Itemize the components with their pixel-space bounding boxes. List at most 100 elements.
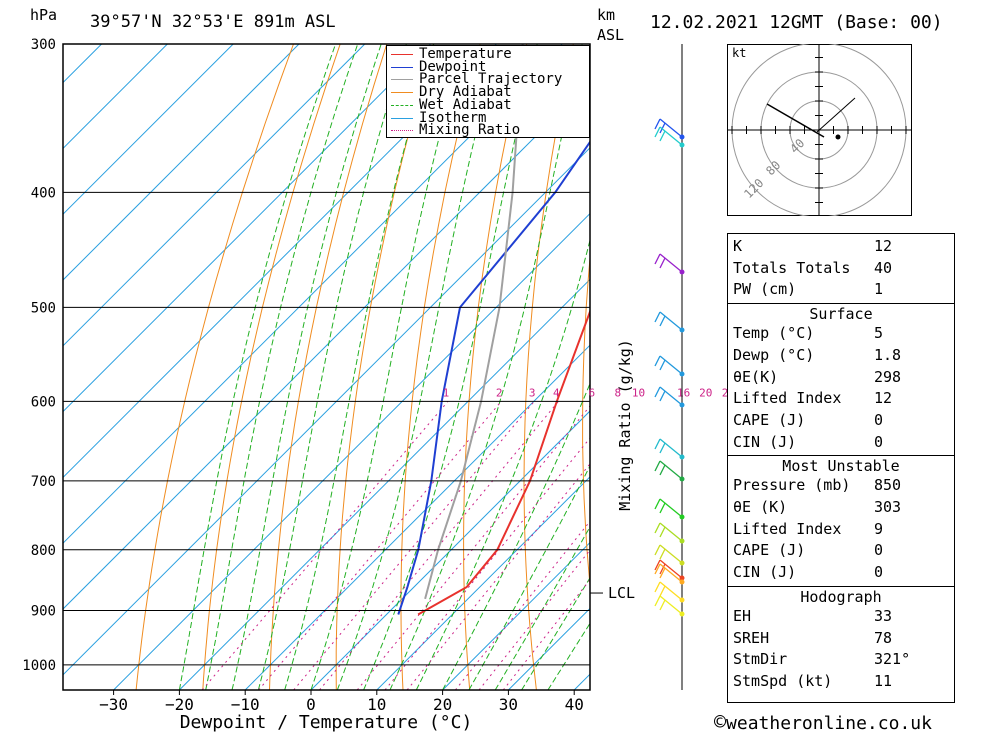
copyright-symbol: © xyxy=(714,710,727,734)
wind-barb xyxy=(654,311,685,333)
wind-barb-feather xyxy=(654,253,661,265)
table-row: CAPE (J) 0 xyxy=(728,410,954,431)
dry-adiabat xyxy=(202,44,341,690)
wind-barb-feather xyxy=(654,544,661,556)
table-row-label: Lifted Index xyxy=(733,389,842,408)
wind-level-dot xyxy=(679,575,685,581)
table-row: Lifted Index 9 xyxy=(728,519,954,540)
dewpoint-line xyxy=(397,140,590,615)
wind-barb xyxy=(654,355,685,377)
table-row-label: EH xyxy=(733,606,752,625)
wind-barb-feather xyxy=(659,563,666,575)
table-row-value: 1.8 xyxy=(874,345,902,364)
table-row-value: 0 xyxy=(874,541,884,560)
table-row-label: θE(K) xyxy=(733,367,779,386)
wind-barb-staff xyxy=(659,544,683,564)
wind-level-dot xyxy=(679,402,685,408)
table-row-label: Temp (°C) xyxy=(733,324,815,343)
legend-swatch xyxy=(391,54,413,55)
wind-barb-staff xyxy=(659,311,683,331)
table-row-value: 0 xyxy=(874,432,884,451)
x-tick-label: 40 xyxy=(565,695,584,714)
table-row: Temp (°C) 5 xyxy=(728,323,954,344)
table-row-value: 298 xyxy=(874,367,902,386)
table-row-value: 40 xyxy=(874,258,893,277)
legend-label: Dry Adiabat xyxy=(419,84,512,101)
wind-barb-staff xyxy=(659,460,683,480)
table-section-title: Hodograph xyxy=(800,587,882,606)
wind-barb xyxy=(654,253,685,275)
wet-adiabat xyxy=(231,44,382,690)
table-row: Totals Totals 40 xyxy=(728,258,954,279)
mixing-ratio-line xyxy=(384,437,590,690)
wind-barb-feather xyxy=(654,386,661,398)
wind-level-dot xyxy=(679,454,685,460)
mixing-ratio-line xyxy=(478,549,590,690)
table-row-label: Pressure (mb) xyxy=(733,476,851,495)
mixing-ratio-line xyxy=(293,401,535,690)
legend-label: Dewpoint xyxy=(419,58,487,75)
wind-barb-feather xyxy=(659,526,666,538)
x-tick-label: 0 xyxy=(306,695,316,714)
mixing-ratio-line xyxy=(258,401,502,690)
wind-barb xyxy=(654,460,685,482)
wind-barb xyxy=(654,559,685,581)
pressure-tick-label: 1000 xyxy=(22,658,56,674)
table-section-title: Most Unstable xyxy=(782,457,900,476)
table-row-value: 5 xyxy=(874,324,884,343)
table-row-label: θE (K) xyxy=(733,498,788,516)
mixing-ratio-line xyxy=(502,578,590,690)
mixing-ratio-label: 1 xyxy=(443,386,450,399)
wind-level-dot xyxy=(679,476,685,482)
table-row-label: K xyxy=(733,237,743,255)
wind-level-dot xyxy=(679,327,685,333)
mixing-ratio-label: 20 xyxy=(699,386,712,399)
wind-barb xyxy=(654,498,685,520)
wind-barb-feather xyxy=(654,595,661,607)
wind-barb-feather xyxy=(654,460,661,472)
wind-barb xyxy=(654,544,685,566)
table-row-label: CIN (J) xyxy=(733,432,797,451)
wind-level-dot xyxy=(679,514,685,520)
legend-label: Parcel Trajectory xyxy=(419,71,563,88)
wind-level-dot xyxy=(679,269,685,275)
isotherm-line xyxy=(442,541,590,690)
table-row: CIN (J) 0 xyxy=(728,432,954,453)
legend-label: Mixing Ratio xyxy=(419,122,521,139)
wind-barb-feather xyxy=(659,359,666,371)
wind-barb-feather xyxy=(659,442,666,454)
table-row: K 12 xyxy=(728,236,954,257)
wet-adiabat xyxy=(389,44,583,690)
isotherm-line xyxy=(63,81,590,610)
copyright-text: weatheronline.co.uk xyxy=(726,713,932,734)
legend-label: Wet Adiabat xyxy=(419,96,512,113)
wind-barb-feather xyxy=(654,355,661,367)
dry-adiabat xyxy=(335,44,434,690)
isotherm-line xyxy=(63,44,300,281)
wind-barb-feather xyxy=(654,522,661,534)
legend-label: Isotherm xyxy=(419,109,487,126)
isotherm-line xyxy=(63,44,234,215)
x-tick-label: 30 xyxy=(499,695,518,714)
isotherm-line xyxy=(63,44,431,413)
wind-barb-staff xyxy=(659,522,683,542)
wind-barb xyxy=(654,595,685,617)
table-row: Dewp (°C) 1.8 xyxy=(728,345,954,366)
x-tick-label: 20 xyxy=(433,695,452,714)
table-row-value: 850 xyxy=(874,476,902,495)
mixing-ratio-label: 2 xyxy=(496,386,503,399)
wet-adiabat xyxy=(363,44,538,690)
isotherm-line xyxy=(63,44,168,150)
wind-level-dot xyxy=(679,142,685,148)
wet-adiabat xyxy=(442,382,590,690)
table-row: θE(K) 298 xyxy=(728,367,954,388)
wind-barb-feather xyxy=(654,126,661,138)
wind-level-dot xyxy=(679,579,685,585)
hodograph-trace xyxy=(766,103,825,138)
table-row-value: 33 xyxy=(874,606,893,625)
table-row-value: 321° xyxy=(874,650,911,669)
table-separator xyxy=(728,303,954,305)
wind-barb-feather xyxy=(659,315,666,327)
